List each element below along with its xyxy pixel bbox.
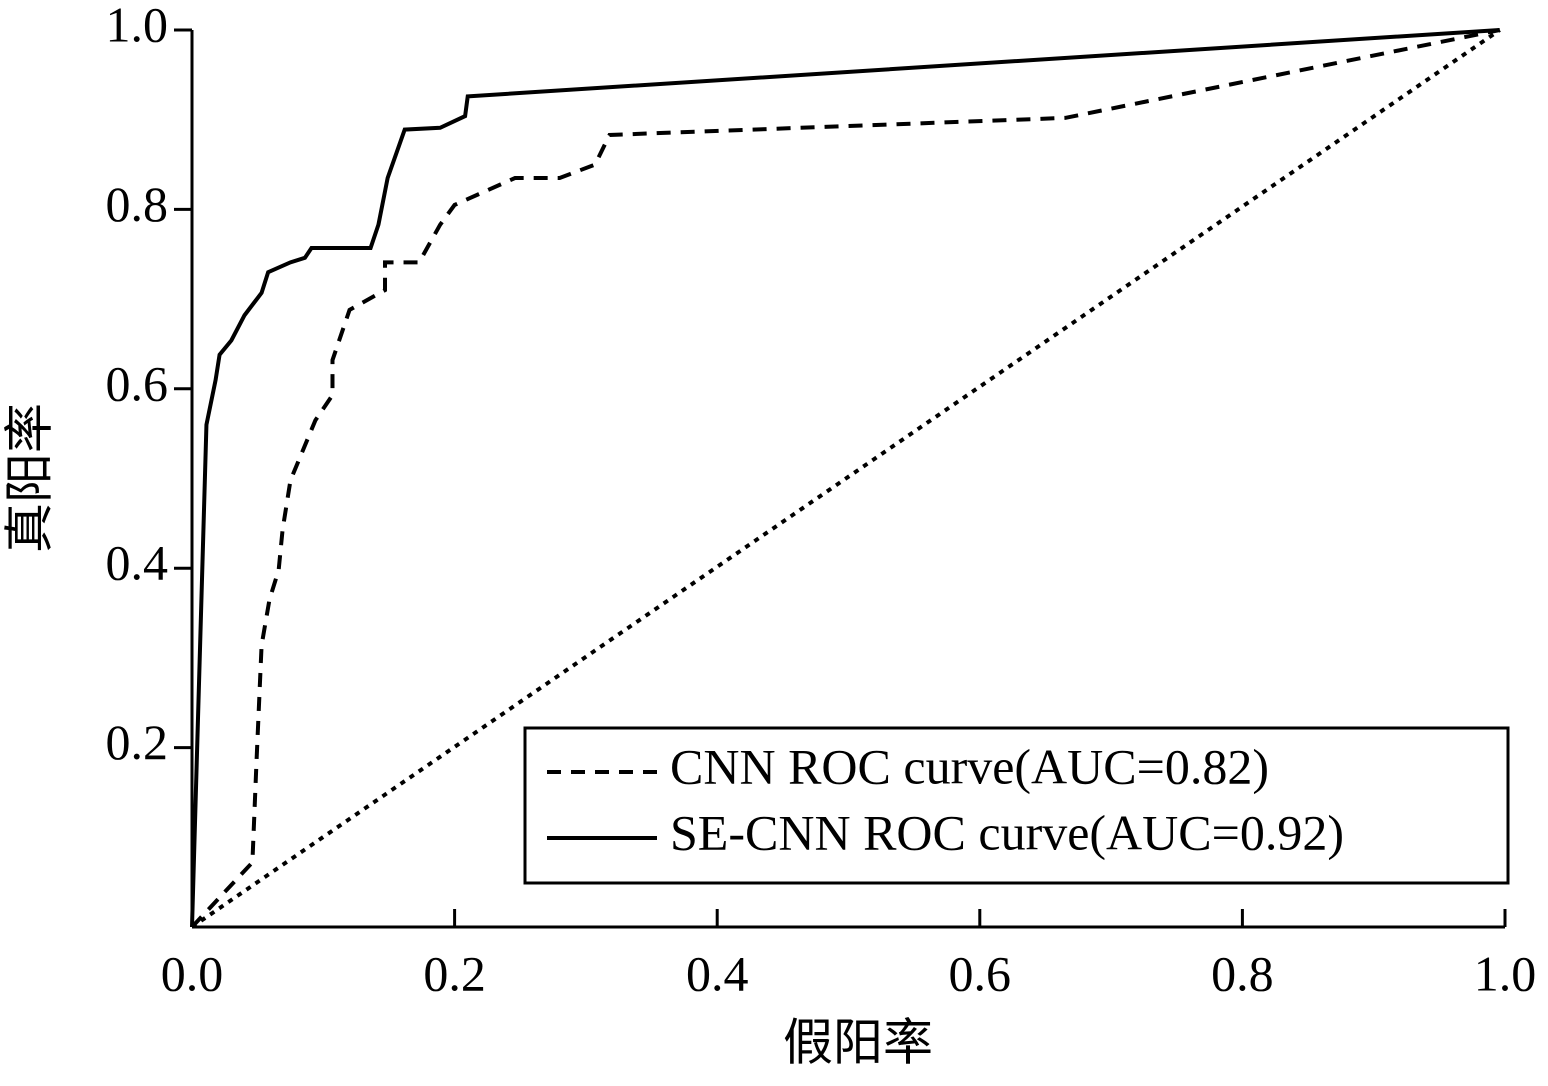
legend-label: SE-CNN ROC curve(AUC=0.92) bbox=[670, 804, 1344, 860]
x-tick-label: 0.6 bbox=[949, 945, 1012, 1001]
legend-box bbox=[523, 726, 1510, 885]
line-series bbox=[190, 28, 1500, 928]
x-axis-label: 假阳率 bbox=[783, 1014, 933, 1070]
y-tick-label: 0.4 bbox=[106, 535, 169, 591]
x-tick-label: 0.2 bbox=[423, 945, 486, 1001]
legend-label: CNN ROC curve(AUC=0.82) bbox=[670, 738, 1269, 794]
y-axis-label: 真阳率 bbox=[1, 403, 57, 553]
x-tick-label: 1.0 bbox=[1474, 945, 1537, 1001]
x-tick-label: 0.4 bbox=[686, 945, 749, 1001]
line-series bbox=[190, 28, 1501, 929]
x-tick-label: 0.8 bbox=[1211, 945, 1274, 1001]
y-tick-label: 0.6 bbox=[106, 355, 169, 411]
y-tick-label: 1.0 bbox=[106, 0, 169, 52]
y-tick-label: 0.8 bbox=[106, 176, 169, 232]
y-tick-label: 0.2 bbox=[106, 714, 169, 770]
line-series bbox=[190, 28, 1501, 929]
x-tick-label: 0.0 bbox=[161, 945, 224, 1001]
